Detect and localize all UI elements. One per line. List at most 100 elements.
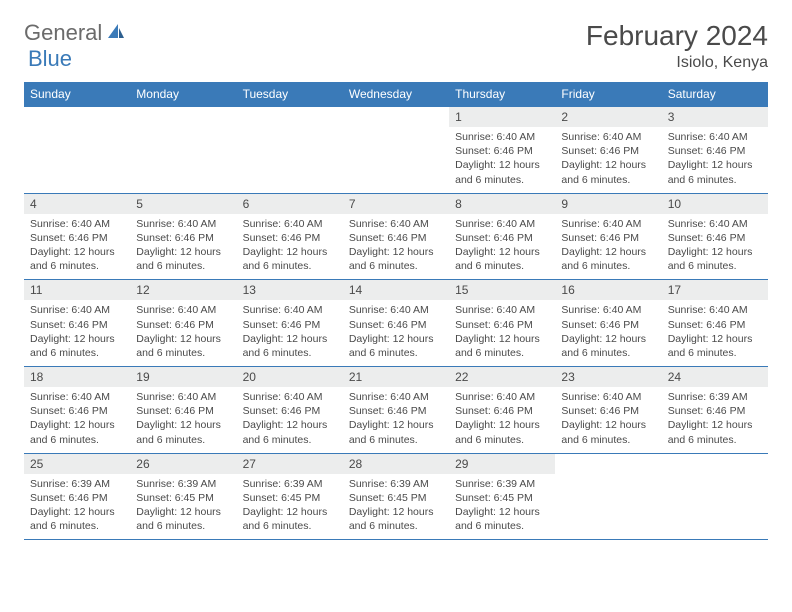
- day-info: Sunrise: 6:40 AMSunset: 6:46 PMDaylight:…: [130, 214, 236, 280]
- day-number: 22: [449, 367, 555, 387]
- day-info: Sunrise: 6:40 AMSunset: 6:46 PMDaylight:…: [343, 300, 449, 366]
- calendar-cell: 22Sunrise: 6:40 AMSunset: 6:46 PMDayligh…: [449, 367, 555, 454]
- calendar-header: SundayMondayTuesdayWednesdayThursdayFrid…: [24, 82, 768, 107]
- day-number: 1: [449, 107, 555, 127]
- day-number: 5: [130, 194, 236, 214]
- calendar-cell: 21Sunrise: 6:40 AMSunset: 6:46 PMDayligh…: [343, 367, 449, 454]
- day-number: 17: [662, 280, 768, 300]
- day-number: 23: [555, 367, 661, 387]
- day-info: Sunrise: 6:40 AMSunset: 6:46 PMDaylight:…: [24, 214, 130, 280]
- logo: General: [24, 20, 128, 46]
- day-number: 16: [555, 280, 661, 300]
- calendar-cell: 11Sunrise: 6:40 AMSunset: 6:46 PMDayligh…: [24, 280, 130, 367]
- calendar-cell: 24Sunrise: 6:39 AMSunset: 6:46 PMDayligh…: [662, 367, 768, 454]
- month-title: February 2024: [586, 20, 768, 52]
- calendar-cell: [555, 453, 661, 540]
- calendar-cell: 8Sunrise: 6:40 AMSunset: 6:46 PMDaylight…: [449, 193, 555, 280]
- day-number: 9: [555, 194, 661, 214]
- day-info: Sunrise: 6:40 AMSunset: 6:46 PMDaylight:…: [237, 300, 343, 366]
- day-number: 18: [24, 367, 130, 387]
- calendar-cell: 27Sunrise: 6:39 AMSunset: 6:45 PMDayligh…: [237, 453, 343, 540]
- calendar-cell: 1Sunrise: 6:40 AMSunset: 6:46 PMDaylight…: [449, 107, 555, 194]
- calendar-cell: [130, 107, 236, 194]
- calendar-cell: [237, 107, 343, 194]
- day-info: Sunrise: 6:40 AMSunset: 6:46 PMDaylight:…: [449, 300, 555, 366]
- day-info: Sunrise: 6:40 AMSunset: 6:46 PMDaylight:…: [237, 387, 343, 453]
- day-number: 4: [24, 194, 130, 214]
- day-number: 21: [343, 367, 449, 387]
- weekday-header: Friday: [555, 82, 661, 107]
- calendar-cell: 3Sunrise: 6:40 AMSunset: 6:46 PMDaylight…: [662, 107, 768, 194]
- day-number: 26: [130, 454, 236, 474]
- day-number: 19: [130, 367, 236, 387]
- day-info: Sunrise: 6:39 AMSunset: 6:45 PMDaylight:…: [237, 474, 343, 540]
- day-number: 29: [449, 454, 555, 474]
- day-number: 11: [24, 280, 130, 300]
- calendar-cell: 28Sunrise: 6:39 AMSunset: 6:45 PMDayligh…: [343, 453, 449, 540]
- calendar-cell: 4Sunrise: 6:40 AMSunset: 6:46 PMDaylight…: [24, 193, 130, 280]
- day-info: Sunrise: 6:40 AMSunset: 6:46 PMDaylight:…: [130, 387, 236, 453]
- weekday-header: Thursday: [449, 82, 555, 107]
- calendar-row: 18Sunrise: 6:40 AMSunset: 6:46 PMDayligh…: [24, 367, 768, 454]
- day-number: 2: [555, 107, 661, 127]
- calendar-cell: [24, 107, 130, 194]
- title-block: February 2024 Isiolo, Kenya: [586, 20, 768, 72]
- day-number: 13: [237, 280, 343, 300]
- calendar-cell: [662, 453, 768, 540]
- weekday-header: Monday: [130, 82, 236, 107]
- calendar-cell: 18Sunrise: 6:40 AMSunset: 6:46 PMDayligh…: [24, 367, 130, 454]
- header: General February 2024 Isiolo, Kenya: [24, 20, 768, 72]
- day-number: 27: [237, 454, 343, 474]
- calendar-cell: 26Sunrise: 6:39 AMSunset: 6:45 PMDayligh…: [130, 453, 236, 540]
- calendar-cell: 19Sunrise: 6:40 AMSunset: 6:46 PMDayligh…: [130, 367, 236, 454]
- day-number: 7: [343, 194, 449, 214]
- day-info: Sunrise: 6:40 AMSunset: 6:46 PMDaylight:…: [449, 214, 555, 280]
- day-info: Sunrise: 6:39 AMSunset: 6:45 PMDaylight:…: [343, 474, 449, 540]
- day-number: 20: [237, 367, 343, 387]
- calendar-cell: 15Sunrise: 6:40 AMSunset: 6:46 PMDayligh…: [449, 280, 555, 367]
- day-number: 6: [237, 194, 343, 214]
- calendar-row: 25Sunrise: 6:39 AMSunset: 6:46 PMDayligh…: [24, 453, 768, 540]
- calendar-body: 1Sunrise: 6:40 AMSunset: 6:46 PMDaylight…: [24, 107, 768, 540]
- day-info: Sunrise: 6:40 AMSunset: 6:46 PMDaylight:…: [130, 300, 236, 366]
- day-number: 10: [662, 194, 768, 214]
- day-number: 12: [130, 280, 236, 300]
- day-info: Sunrise: 6:40 AMSunset: 6:46 PMDaylight:…: [24, 387, 130, 453]
- calendar-cell: [343, 107, 449, 194]
- logo-text-general: General: [24, 20, 102, 46]
- day-info: Sunrise: 6:40 AMSunset: 6:46 PMDaylight:…: [237, 214, 343, 280]
- day-info: Sunrise: 6:39 AMSunset: 6:45 PMDaylight:…: [130, 474, 236, 540]
- calendar-cell: 14Sunrise: 6:40 AMSunset: 6:46 PMDayligh…: [343, 280, 449, 367]
- day-info: Sunrise: 6:40 AMSunset: 6:46 PMDaylight:…: [662, 214, 768, 280]
- day-number: 3: [662, 107, 768, 127]
- calendar-cell: 13Sunrise: 6:40 AMSunset: 6:46 PMDayligh…: [237, 280, 343, 367]
- day-info: Sunrise: 6:40 AMSunset: 6:46 PMDaylight:…: [662, 127, 768, 193]
- day-info: Sunrise: 6:40 AMSunset: 6:46 PMDaylight:…: [555, 214, 661, 280]
- calendar-cell: 7Sunrise: 6:40 AMSunset: 6:46 PMDaylight…: [343, 193, 449, 280]
- day-number: 14: [343, 280, 449, 300]
- day-info: Sunrise: 6:40 AMSunset: 6:46 PMDaylight:…: [343, 214, 449, 280]
- calendar-cell: 5Sunrise: 6:40 AMSunset: 6:46 PMDaylight…: [130, 193, 236, 280]
- day-info: Sunrise: 6:40 AMSunset: 6:46 PMDaylight:…: [24, 300, 130, 366]
- day-number: 15: [449, 280, 555, 300]
- day-info: Sunrise: 6:40 AMSunset: 6:46 PMDaylight:…: [449, 127, 555, 193]
- day-number: 8: [449, 194, 555, 214]
- calendar-cell: 12Sunrise: 6:40 AMSunset: 6:46 PMDayligh…: [130, 280, 236, 367]
- weekday-header: Wednesday: [343, 82, 449, 107]
- logo-text-blue: Blue: [28, 46, 72, 71]
- calendar-table: SundayMondayTuesdayWednesdayThursdayFrid…: [24, 82, 768, 540]
- calendar-row: 4Sunrise: 6:40 AMSunset: 6:46 PMDaylight…: [24, 193, 768, 280]
- day-info: Sunrise: 6:40 AMSunset: 6:46 PMDaylight:…: [449, 387, 555, 453]
- weekday-header: Tuesday: [237, 82, 343, 107]
- day-info: Sunrise: 6:40 AMSunset: 6:46 PMDaylight:…: [555, 300, 661, 366]
- day-info: Sunrise: 6:40 AMSunset: 6:46 PMDaylight:…: [343, 387, 449, 453]
- calendar-cell: 25Sunrise: 6:39 AMSunset: 6:46 PMDayligh…: [24, 453, 130, 540]
- day-info: Sunrise: 6:40 AMSunset: 6:46 PMDaylight:…: [555, 127, 661, 193]
- sail-icon: [106, 22, 126, 45]
- calendar-cell: 29Sunrise: 6:39 AMSunset: 6:45 PMDayligh…: [449, 453, 555, 540]
- calendar-cell: 16Sunrise: 6:40 AMSunset: 6:46 PMDayligh…: [555, 280, 661, 367]
- calendar-row: 11Sunrise: 6:40 AMSunset: 6:46 PMDayligh…: [24, 280, 768, 367]
- calendar-cell: 17Sunrise: 6:40 AMSunset: 6:46 PMDayligh…: [662, 280, 768, 367]
- day-info: Sunrise: 6:39 AMSunset: 6:46 PMDaylight:…: [662, 387, 768, 453]
- day-info: Sunrise: 6:39 AMSunset: 6:46 PMDaylight:…: [24, 474, 130, 540]
